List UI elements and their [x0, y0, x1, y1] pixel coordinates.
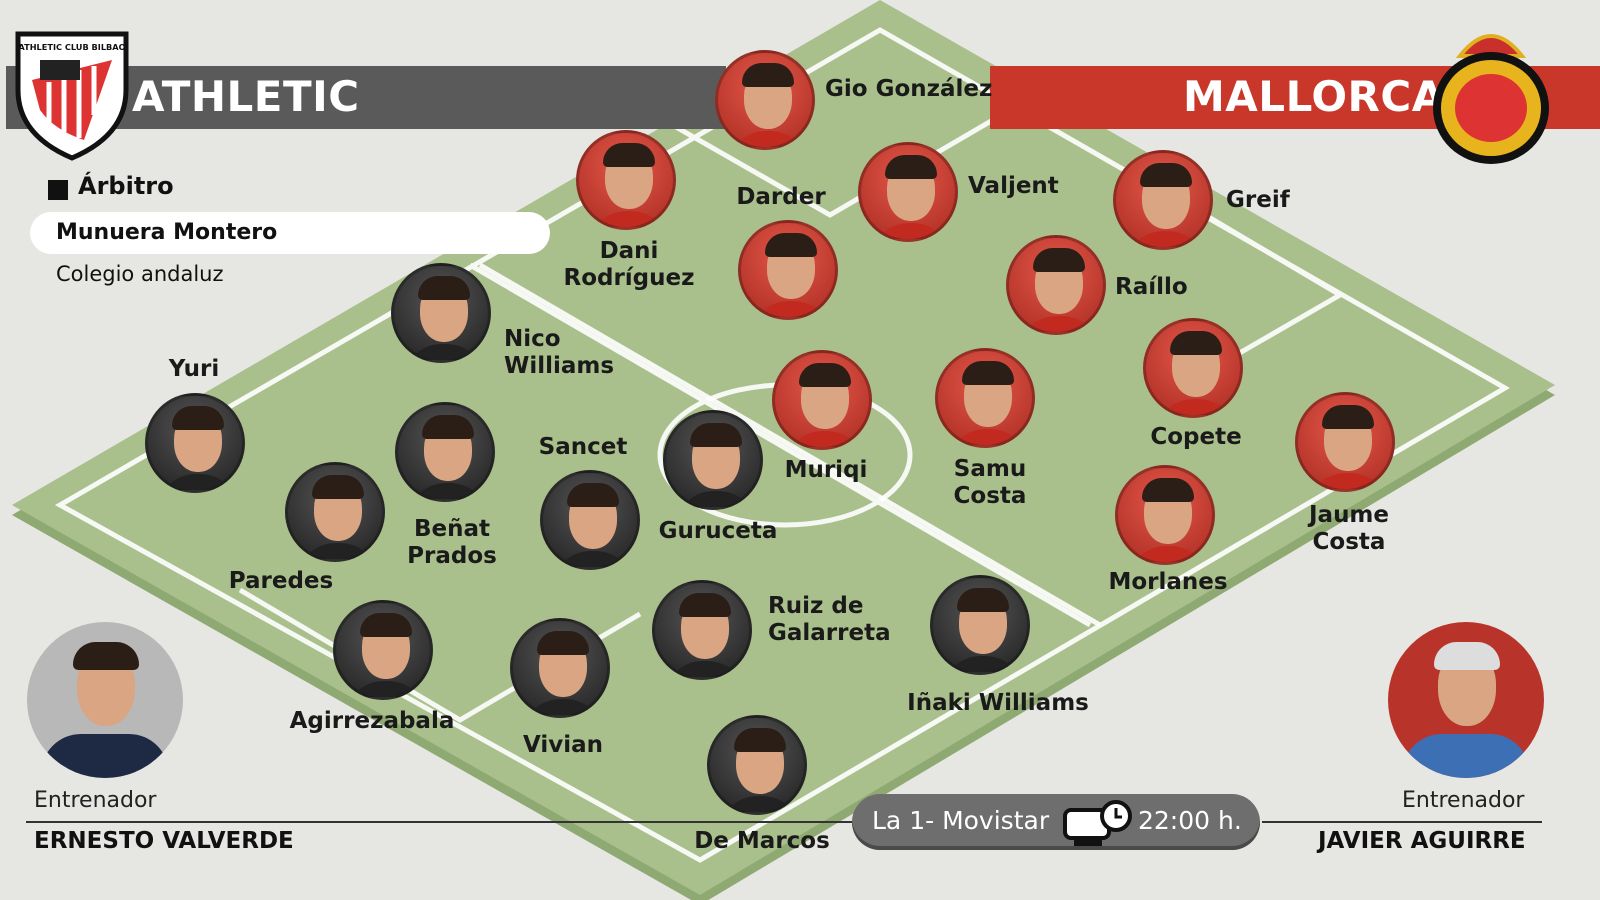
mallorca-crest-logo: [1433, 34, 1549, 164]
broadcast-time: 22:00 h.: [1138, 806, 1242, 835]
player-name-jaume-costa: Jaume Costa: [1308, 502, 1390, 555]
player-name-morlanes: Morlanes: [1108, 569, 1228, 595]
player-photo-ruiz-de-galarreta: [652, 580, 752, 680]
player-photo-agirrezabala: [333, 600, 433, 700]
player-photo-darder: [738, 220, 838, 320]
player-name-raíllo: Raíllo: [1115, 274, 1188, 300]
athletic-crest-logo: ATHLETIC CLUB BILBAO: [15, 31, 129, 161]
player-photo-dani-rodríguez: [576, 130, 676, 230]
player-photo-guruceta: [663, 410, 763, 510]
player-name-beñat-prados: Beñat Prados: [407, 516, 497, 569]
away-coach-photo: [1388, 622, 1544, 778]
player-name-samu-costa: Samu Costa: [953, 456, 1027, 509]
referee-heading: Árbitro: [78, 172, 174, 200]
home-coach-name: ERNESTO VALVERDE: [34, 828, 294, 854]
broadcast-pill: [852, 794, 1260, 850]
player-name-sancet: Sancet: [538, 434, 628, 460]
player-photo-greif: [1113, 150, 1213, 250]
player-photo-valjent: [858, 142, 958, 242]
player-name-vivian: Vivian: [522, 732, 604, 758]
broadcast-channel: La 1- Movistar: [872, 806, 1050, 835]
home-coach-divider: [26, 821, 856, 823]
player-photo-samu-costa: [935, 348, 1035, 448]
player-name-ruiz-de-galarreta: Ruiz de Galarreta: [768, 593, 891, 646]
player-name-paredes: Paredes: [228, 568, 334, 594]
player-photo-morlanes: [1115, 465, 1215, 565]
player-name-agirrezabala: Agirrezabala: [289, 708, 455, 734]
away-team-name: MALLORCA: [1183, 72, 1445, 121]
referee-marker: [48, 180, 68, 200]
away-coach-role: Entrenador: [1402, 788, 1525, 813]
away-coach-divider: [1262, 821, 1542, 823]
player-photo-paredes: [285, 462, 385, 562]
player-photo-copete: [1143, 318, 1243, 418]
player-name-de-marcos: De Marcos: [694, 828, 830, 854]
player-photo-de-marcos: [707, 715, 807, 815]
player-photo-vivian: [510, 618, 610, 718]
referee-pill: [30, 212, 550, 254]
player-name-guruceta: Guruceta: [658, 518, 778, 544]
referee-name: Munuera Montero: [56, 220, 278, 245]
player-photo-nico-williams: [391, 263, 491, 363]
home-coach-role: Entrenador: [34, 788, 157, 813]
player-photo-iñaki-williams: [930, 575, 1030, 675]
player-photo-gio-gonzález: [715, 50, 815, 150]
home-team-name: ATHLETIC: [132, 72, 360, 121]
player-photo-jaume-costa: [1295, 392, 1395, 492]
player-name-darder: Darder: [736, 184, 826, 210]
player-photo-sancet: [540, 470, 640, 570]
player-photo-muriqi: [772, 350, 872, 450]
crest-text: ATHLETIC CLUB BILBAO: [18, 42, 125, 52]
player-photo-raíllo: [1006, 235, 1106, 335]
player-name-muriqi: Muriqi: [784, 457, 868, 483]
away-coach-name: JAVIER AGUIRRE: [1318, 828, 1526, 854]
player-name-copete: Copete: [1150, 424, 1242, 450]
player-name-greif: Greif: [1226, 187, 1290, 213]
player-name-dani-rodríguez: Dani Rodríguez: [563, 238, 695, 291]
player-photo-beñat-prados: [395, 402, 495, 502]
player-name-nico-williams: Nico Williams: [504, 326, 615, 379]
player-name-valjent: Valjent: [968, 173, 1059, 199]
tv-clock-icon: [1063, 800, 1132, 846]
player-name-iñaki-williams: Iñaki Williams: [907, 690, 1089, 716]
player-name-gio-gonzález: Gio González: [825, 76, 993, 102]
player-name-yuri: Yuri: [168, 356, 220, 382]
player-photo-yuri: [145, 393, 245, 493]
home-coach-photo: [27, 622, 183, 778]
referee-college: Colegio andaluz: [56, 262, 224, 286]
